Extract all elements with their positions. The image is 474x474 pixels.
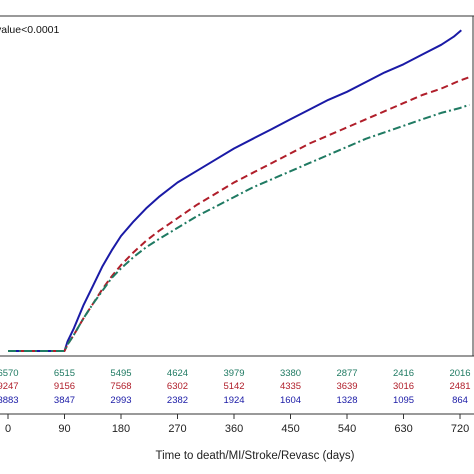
x-tick-label: 630 — [394, 423, 412, 435]
risk-count: 6302 — [167, 381, 188, 392]
risk-count: 3979 — [223, 368, 244, 379]
series-line-1 — [8, 29, 462, 352]
risk-count: 1328 — [336, 395, 357, 406]
risk-count: 5495 — [110, 368, 131, 379]
risk-count: 3883 — [0, 395, 19, 406]
risk-count: 864 — [452, 395, 468, 406]
risk-count: 1924 — [223, 395, 244, 406]
x-tick-label: 0 — [5, 423, 11, 435]
risk-count: 3380 — [280, 368, 301, 379]
risk-count: 2416 — [393, 368, 414, 379]
series-line-2 — [8, 76, 470, 352]
risk-count: 2382 — [167, 395, 188, 406]
risk-count: 5142 — [223, 381, 244, 392]
series-layer — [8, 29, 470, 352]
risk-count: 1604 — [280, 395, 301, 406]
risk-count: 2993 — [110, 395, 131, 406]
risk-count: 9247 — [0, 381, 19, 392]
risk-count: 6515 — [54, 368, 75, 379]
risk-count: 2481 — [449, 381, 470, 392]
p-value-annotation: value<0.0001 — [0, 24, 60, 36]
risk-count: 3847 — [54, 395, 75, 406]
risk-count: 2016 — [449, 368, 470, 379]
risk-table: 6570 6515 5495 4624 3979 3380 2877 2416 2016 9247… — [0, 368, 471, 406]
risk-count: 2877 — [336, 368, 357, 379]
risk-count: 7568 — [110, 381, 131, 392]
x-tick-label: 540 — [338, 423, 356, 435]
x-tick-label: 270 — [168, 423, 186, 435]
x-tick-label: 360 — [225, 423, 243, 435]
x-tick-label: 180 — [112, 423, 130, 435]
plot-area: value<0.0001 — [0, 15, 474, 357]
x-tick-label: 720 — [451, 423, 469, 435]
risk-count: 4335 — [280, 381, 301, 392]
risk-count: 3639 — [336, 381, 357, 392]
risk-count: 9156 — [54, 381, 75, 392]
risk-count: 3016 — [393, 381, 414, 392]
risk-count: 1095 — [393, 395, 414, 406]
x-axis-label: Time to death/MI/Stroke/Revasc (days) — [156, 450, 355, 462]
x-axis: 0 90 180 270 360 450 540 630 720 — [0, 413, 474, 435]
x-tick-label: 90 — [58, 423, 70, 435]
risk-count: 4624 — [167, 368, 188, 379]
risk-count: 6570 — [0, 368, 19, 379]
x-tick-label: 450 — [281, 423, 299, 435]
